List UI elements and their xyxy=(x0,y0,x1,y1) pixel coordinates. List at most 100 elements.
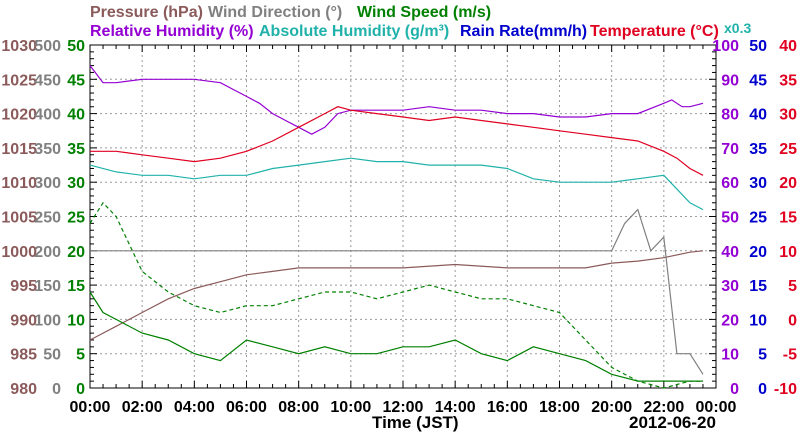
x-tick-label: 10:00 xyxy=(330,399,371,416)
y-tick-label-wind-speed: 40 xyxy=(67,107,85,124)
y-tick-label-rain-rate: 45 xyxy=(749,72,767,89)
y-tick-label-pressure: 990 xyxy=(10,312,37,329)
y-tick-label-wind-direction: 350 xyxy=(34,141,61,158)
x-tick-label: 14:00 xyxy=(435,399,476,416)
y-tick-label-wind-direction: 500 xyxy=(34,38,61,55)
y-tick-label-wind-speed: 5 xyxy=(76,347,85,364)
y-tick-label-wind-speed: 30 xyxy=(67,175,85,192)
series-line xyxy=(90,208,704,375)
y-tick-label-pressure: 1025 xyxy=(1,72,37,89)
x-tick-label: 12:00 xyxy=(383,399,424,416)
y-tick-label-wind-direction: 0 xyxy=(52,381,61,398)
y-tick-label-temperature: 25 xyxy=(779,141,797,158)
legend-scale-note: x0.3 xyxy=(724,20,751,36)
y-tick-label-pressure: 1015 xyxy=(1,141,37,158)
legend-rain-rate: Rain Rate(mm/h) xyxy=(460,23,587,40)
y-tick-label-relative-humidity: 80 xyxy=(721,107,739,124)
x-tick-label: 02:00 xyxy=(122,399,163,416)
series-line xyxy=(89,157,704,211)
legend-wind-direction: Wind Direction (°) xyxy=(208,4,342,21)
y-tick-label-rain-rate: 30 xyxy=(749,175,767,192)
y-tick-label-wind-speed: 35 xyxy=(67,141,85,158)
legend: Pressure (hPa) Wind Direction (°) Wind S… xyxy=(90,4,751,40)
y-tick-label-wind-speed: 0 xyxy=(76,381,85,398)
y-tick-label-rain-rate: 0 xyxy=(758,381,767,398)
legend-absolute-humidity: Absolute Humidity (g/m³) xyxy=(259,23,449,40)
y-tick-label-relative-humidity: 100 xyxy=(712,38,739,55)
y-tick-label-rain-rate: 50 xyxy=(749,38,767,55)
x-tick-label: 16:00 xyxy=(487,399,528,416)
y-tick-label-relative-humidity: 90 xyxy=(721,72,739,89)
y-tick-label-wind-direction: 200 xyxy=(34,244,61,261)
legend-wind-speed: Wind Speed (m/s) xyxy=(357,4,491,21)
y-tick-label-wind-speed: 15 xyxy=(67,278,85,295)
y-tick-label-temperature: 20 xyxy=(779,175,797,192)
y-tick-label-pressure: 995 xyxy=(10,278,37,295)
series-line xyxy=(89,250,704,341)
y-tick-label-wind-direction: 400 xyxy=(34,107,61,124)
y-tick-label-rain-rate: 35 xyxy=(749,141,767,158)
y-tick-label-relative-humidity: 30 xyxy=(721,278,739,295)
y-tick-label-relative-humidity: 70 xyxy=(721,141,739,158)
x-tick-label: 00:00 xyxy=(696,399,737,416)
y-tick-label-relative-humidity: 20 xyxy=(721,312,739,329)
y-tick-label-rain-rate: 25 xyxy=(749,210,767,227)
y-tick-label-wind-direction: 50 xyxy=(43,347,61,364)
y-tick-label-rain-rate: 15 xyxy=(749,278,767,295)
y-tick-label-relative-humidity: 0 xyxy=(730,381,739,398)
y-tick-label-wind-speed: 50 xyxy=(67,38,85,55)
y-tick-label-wind-speed: 45 xyxy=(67,72,85,89)
y-tick-label-temperature: 40 xyxy=(779,38,797,55)
y-tick-label-temperature: 0 xyxy=(788,312,797,329)
y-tick-label-wind-speed: 20 xyxy=(67,244,85,261)
y-tick-label-temperature: 5 xyxy=(788,278,797,295)
x-tick-label: 08:00 xyxy=(278,399,319,416)
y-tick-label-pressure: 1020 xyxy=(1,107,37,124)
y-tick-label-relative-humidity: 50 xyxy=(721,210,739,227)
legend-pressure: Pressure (hPa) xyxy=(90,4,203,21)
x-tick-label: 04:00 xyxy=(174,399,215,416)
x-tick-label: 00:00 xyxy=(70,399,111,416)
right-tick-labels: 1009080706050403020100504540353025201510… xyxy=(712,38,797,398)
y-tick-label-temperature: 15 xyxy=(779,210,797,227)
x-tick-label: 18:00 xyxy=(539,399,580,416)
y-tick-label-pressure: 1000 xyxy=(1,244,37,261)
x-tick-labels: 00:00 02:00 04:00 06:00 08:00 10:00 12:00 14:00… xyxy=(70,399,737,416)
x-tick-label: 20:00 xyxy=(591,399,632,416)
y-tick-label-wind-direction: 250 xyxy=(34,210,61,227)
series-line xyxy=(90,106,704,176)
series-lines xyxy=(89,65,704,389)
legend-temperature: Temperature (°C) xyxy=(590,23,719,40)
series-line xyxy=(89,65,704,135)
y-tick-label-rain-rate: 20 xyxy=(749,244,767,261)
date-label: 2012-06-20 xyxy=(629,413,716,432)
left-tick-labels: 1030102510201015101010051000995990985980… xyxy=(1,38,85,398)
y-tick-label-wind-speed: 10 xyxy=(67,312,85,329)
y-tick-label-pressure: 1005 xyxy=(1,210,37,227)
y-tick-label-relative-humidity: 10 xyxy=(721,347,739,364)
legend-relative-humidity: Relative Humidity (%) xyxy=(90,23,254,40)
y-tick-label-temperature: 30 xyxy=(779,107,797,124)
y-tick-label-pressure: 1010 xyxy=(1,175,37,192)
y-tick-label-relative-humidity: 40 xyxy=(721,244,739,261)
y-tick-label-wind-direction: 300 xyxy=(34,175,61,192)
y-tick-label-pressure: 985 xyxy=(10,347,37,364)
y-tick-label-temperature: -10 xyxy=(774,381,797,398)
series-line xyxy=(89,201,703,389)
y-tick-label-temperature: 10 xyxy=(779,244,797,261)
y-tick-label-relative-humidity: 60 xyxy=(721,175,739,192)
series-line xyxy=(89,291,703,382)
y-tick-label-temperature: 35 xyxy=(779,72,797,89)
x-tick-label: 06:00 xyxy=(226,399,267,416)
x-tick-label: 22:00 xyxy=(643,399,684,416)
y-tick-label-rain-rate: 10 xyxy=(749,312,767,329)
grid xyxy=(89,44,717,389)
y-tick-label-temperature: -5 xyxy=(783,347,797,364)
y-tick-label-wind-direction: 450 xyxy=(34,72,61,89)
y-tick-label-wind-speed: 25 xyxy=(67,210,85,227)
x-axis-label: Time (JST) xyxy=(372,413,459,432)
y-tick-label-wind-direction: 150 xyxy=(34,278,61,295)
y-tick-label-rain-rate: 5 xyxy=(758,347,767,364)
y-tick-label-pressure: 980 xyxy=(10,381,37,398)
